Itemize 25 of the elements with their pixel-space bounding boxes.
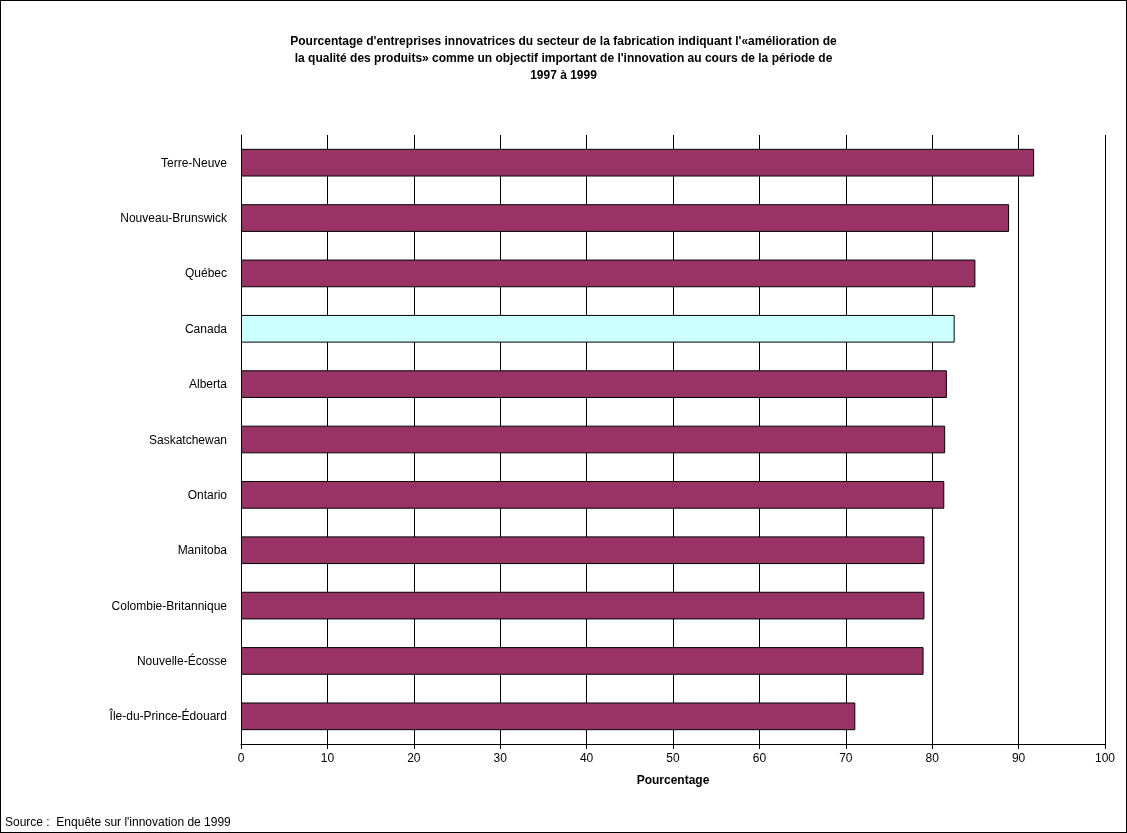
x-tick-label: 100: [1094, 751, 1116, 765]
y-tick-label: Alberta: [188, 377, 228, 392]
x-tick-label: 30: [493, 751, 508, 765]
x-tick-label: 80: [925, 751, 940, 765]
x-tick-label: 20: [407, 751, 421, 765]
y-tick-label: Ontario: [187, 487, 228, 502]
y-tick-label: Terre-Neuve: [160, 155, 228, 170]
x-tick-label: 0: [237, 751, 245, 765]
chart-title: Pourcentage d'entreprises innovatrices du secteur de la fabrication indiquant l'«amélioration de la qualité des produits» comme un objectif important de l'innovation au cours de la période de 1997 à 1999: [290, 33, 838, 82]
y-tick-label: Colombie-Britannique: [111, 598, 228, 613]
y-tick-label: Nouvelle-Écosse: [136, 652, 228, 668]
x-tick-label: 90: [1011, 751, 1026, 765]
x-tick-label: 60: [752, 751, 767, 765]
x-axis-title: Pourcentage: [636, 773, 710, 787]
x-tick-label: 50: [666, 751, 680, 765]
y-tick-label: Québec: [184, 266, 227, 281]
y-tick-label: Manitoba: [177, 543, 228, 558]
y-tick-label: Nouveau-Brunswick: [120, 211, 228, 226]
source-note: Source : Enquête sur l'innovation de 1999: [5, 815, 232, 829]
y-tick-label: Île-du-Prince-Édouard: [108, 708, 227, 724]
x-tick-label: 40: [579, 751, 594, 765]
x-tick-label: 70: [839, 751, 853, 765]
y-tick-label: Saskatchewan: [148, 432, 227, 447]
x-tick-label: 10: [320, 751, 335, 765]
y-tick-label: Canada: [184, 321, 228, 336]
